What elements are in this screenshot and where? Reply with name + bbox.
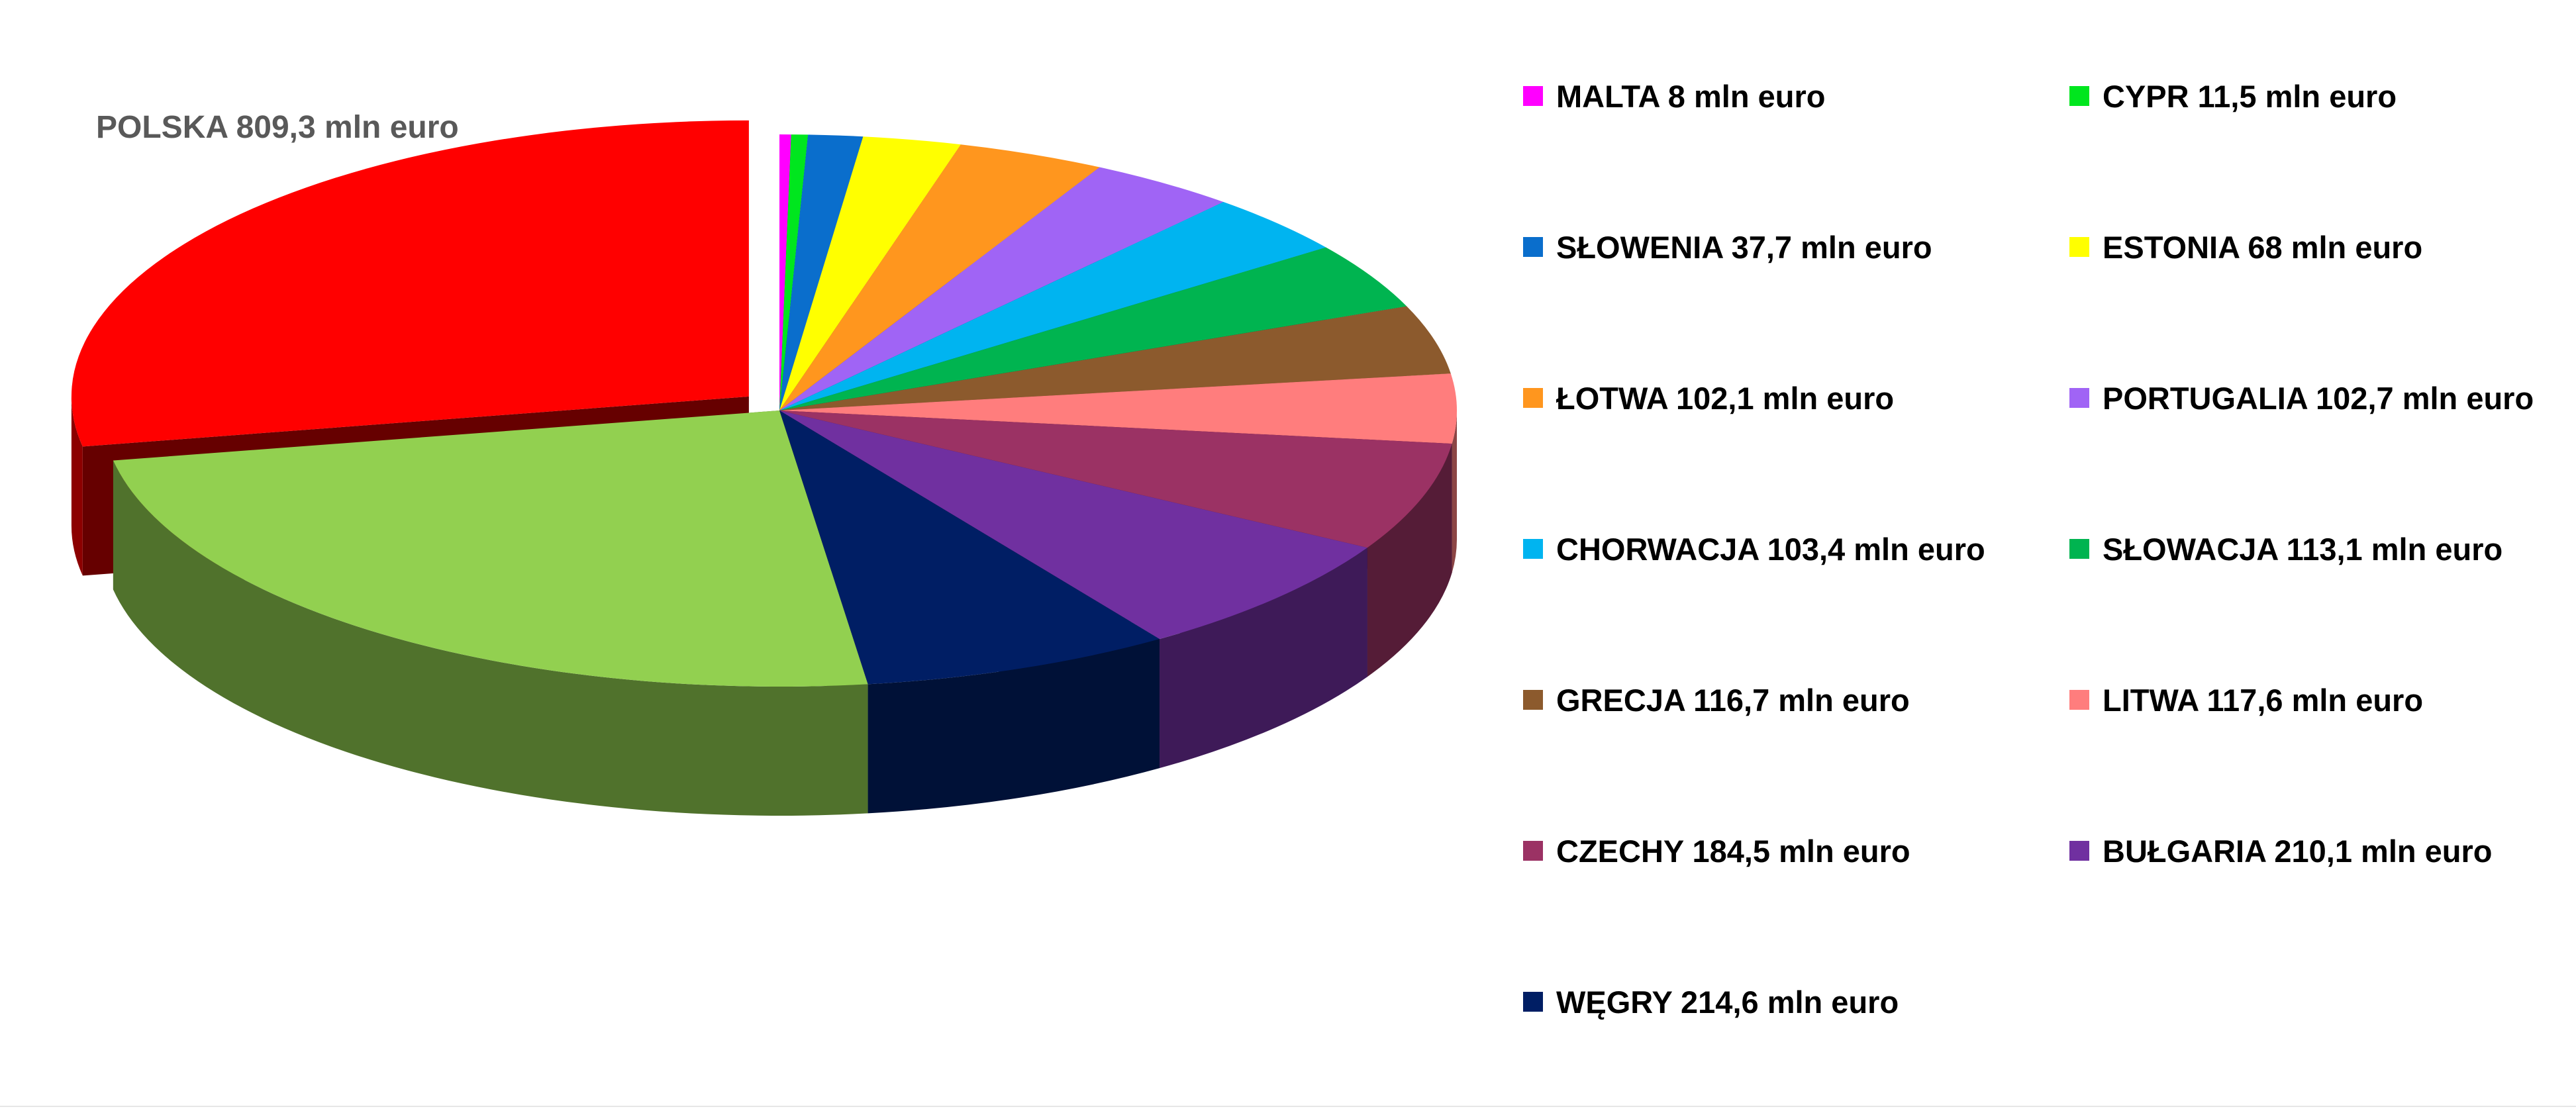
legend-label: LITWA 117,6 mln euro [2103,682,2424,718]
legend-label: WĘGRY 214,6 mln euro [1556,984,1899,1020]
slice-litwa [779,373,1458,444]
pie-plot [71,120,1458,816]
slice-czechy [779,411,1452,548]
slice-side-bułgaria [1160,548,1367,769]
slice-side-węgry [867,639,1160,814]
legend: MALTA 8 mln euro CYPR 11,5 mln euro SŁOWEN… [1523,73,2556,1066]
legend-swatch [1523,992,1543,1012]
legend-swatch [2069,388,2089,408]
legend-item-słowacja: SŁOWACJA 113,1 mln euro [2069,526,2502,572]
legend-item-litwa: LITWA 117,6 mln euro [2069,677,2423,723]
legend-swatch [2069,86,2089,106]
slice-łotwa [779,144,1100,411]
slice-estonia [779,136,962,411]
legend-swatch [1523,388,1543,408]
legend-label: ESTONIA 68 mln euro [2103,229,2423,265]
legend-item-grecja: GRECJA 116,7 mln euro [1523,677,1910,723]
slice-węgry [779,411,1160,685]
legend-label: BUŁGARIA 210,1 mln euro [2103,833,2493,869]
legend-label: SŁOWACJA 113,1 mln euro [2103,531,2503,567]
legend-item-portugalia: PORTUGALIA 102,7 mln euro [2069,375,2534,421]
legend-item-bułgaria: BUŁGARIA 210,1 mln euro [2069,828,2493,874]
slice-słowenia [779,134,864,411]
slice-chorwacja [779,202,1326,411]
legend-item-cypr: CYPR 11,5 mln euro [2069,73,2397,119]
legend-item-łotwa: ŁOTWA 102,1 mln euro [1523,375,1894,421]
legend-label: CHORWACJA 103,4 mln euro [1556,531,1985,567]
slice-malta [779,134,791,411]
slice-polska [71,120,749,447]
legend-label: CYPR 11,5 mln euro [2103,78,2397,114]
legend-swatch [1523,237,1543,257]
slice-cypr [779,134,809,411]
legend-swatch [1523,539,1543,559]
slice-portugalia [779,167,1224,411]
legend-swatch [2069,841,2089,861]
slice-pozostale [113,411,868,687]
legend-item-słowenia: SŁOWENIA 37,7 mln euro [1523,224,1932,270]
slice-bułgaria [779,411,1367,640]
legend-label: MALTA 8 mln euro [1556,78,1826,114]
slice-side-litwa [1452,411,1457,573]
legend-item-węgry: WĘGRY 214,6 mln euro [1523,979,1899,1025]
legend-swatch [1523,86,1543,106]
legend-swatch [2069,690,2089,710]
legend-item-czechy: CZECHY 184,5 mln euro [1523,828,1910,874]
legend-item-estonia: ESTONIA 68 mln euro [2069,224,2422,270]
legend-item-chorwacja: CHORWACJA 103,4 mln euro [1523,526,1985,572]
legend-label: CZECHY 184,5 mln euro [1556,833,1910,869]
slice-słowacja [779,247,1407,411]
legend-label: GRECJA 116,7 mln euro [1556,682,1910,718]
legend-swatch [1523,690,1543,710]
legend-label: SŁOWENIA 37,7 mln euro [1556,229,1932,265]
legend-label: ŁOTWA 102,1 mln euro [1556,380,1895,416]
slice-side-czechy [1367,444,1452,677]
legend-label: PORTUGALIA 102,7 mln euro [2103,380,2534,416]
bottom-divider [0,1106,2576,1107]
callout-label-polska: POLSKA 809,3 mln euro [96,110,459,145]
pie-top-faces [71,120,1458,687]
slice-grecja [779,306,1451,411]
legend-swatch [1523,841,1543,861]
legend-swatch [2069,539,2089,559]
legend-item-malta: MALTA 8 mln euro [1523,73,1825,119]
slice-side-polska [71,396,83,576]
legend-swatch [2069,237,2089,257]
slice-side-pozostale [113,460,868,816]
